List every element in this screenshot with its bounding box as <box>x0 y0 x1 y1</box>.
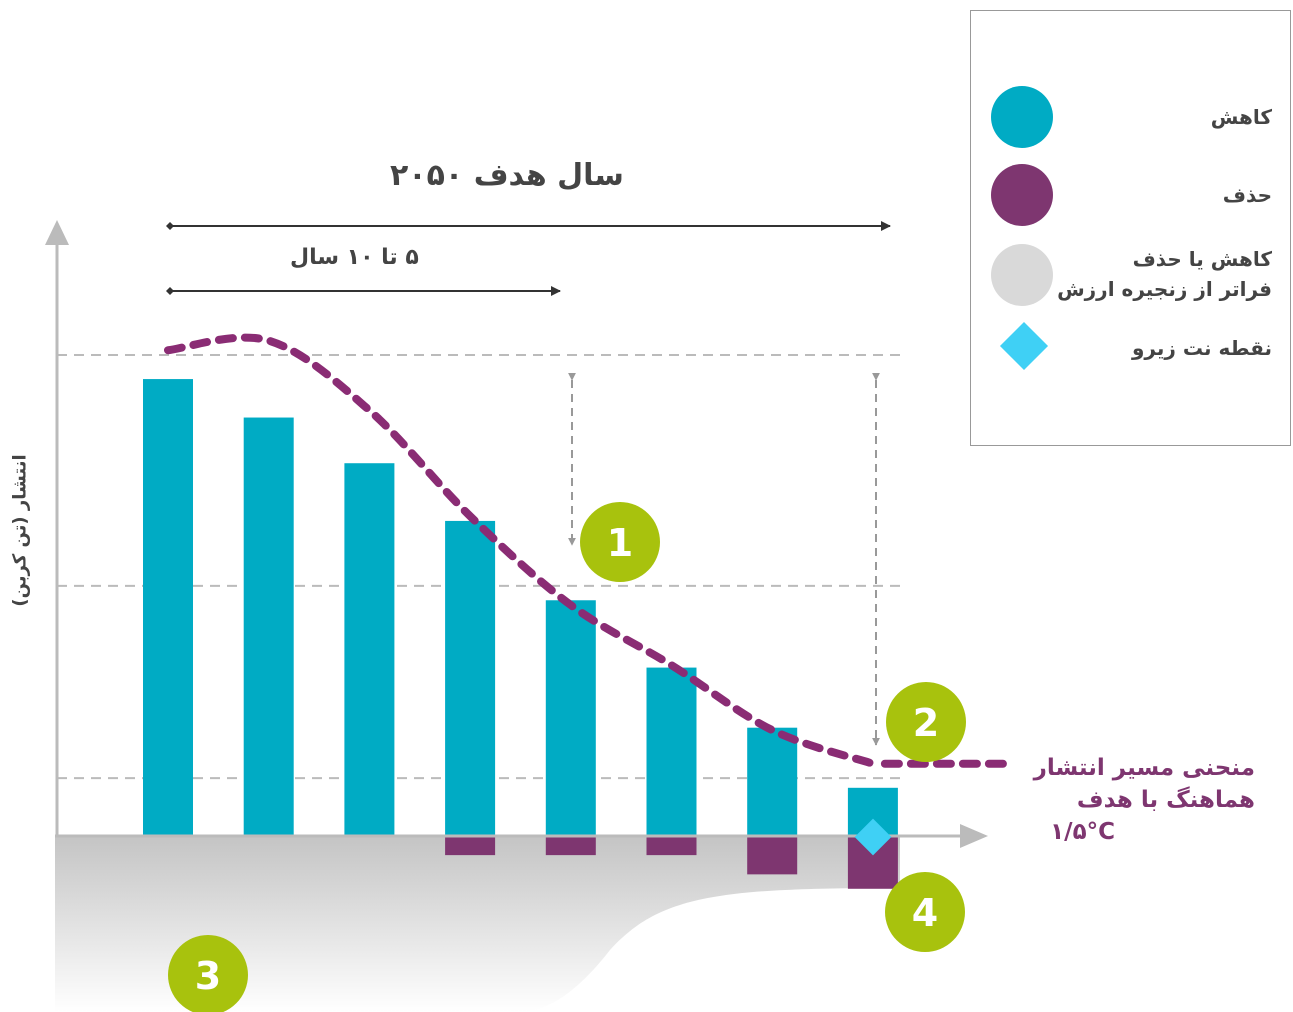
legend-line: فراتر از زنجیره ارزش <box>1057 277 1272 301</box>
bar <box>646 835 697 856</box>
legend-swatch <box>991 86 1053 148</box>
bar <box>143 379 193 836</box>
legend-label: نقطه نت زیرو <box>1131 336 1272 360</box>
legend-item: کاهش <box>971 86 1292 156</box>
bar <box>445 835 496 856</box>
bar <box>344 463 395 836</box>
bar <box>545 835 596 856</box>
annotation-badge <box>168 935 248 1012</box>
bar <box>545 600 596 836</box>
legend-swatch <box>999 321 1049 371</box>
bar <box>747 835 798 875</box>
legend-label: کاهش <box>1210 105 1272 129</box>
legend-item: حذف <box>971 164 1292 234</box>
chart-title: سال هدف ۲۰۵۰ <box>390 158 624 193</box>
annotation-badge <box>580 502 660 582</box>
y-axis-arrow <box>45 220 69 245</box>
bar <box>747 727 798 836</box>
y-axis-label: انتشار (تن کربن) <box>9 454 31 607</box>
beyond-value-chain-area <box>55 836 900 1012</box>
legend-swatch <box>991 244 1053 306</box>
annotation-number: 4 <box>912 891 938 935</box>
x-axis-arrow <box>960 824 988 848</box>
bar <box>243 417 294 836</box>
net-zero-point <box>854 818 892 856</box>
annotation-badge <box>885 872 965 952</box>
curve-label: منحنی مسیر انتشار هماهنگ با هدف ۱/۵°C <box>1034 752 1255 848</box>
legend-swatch <box>991 164 1053 226</box>
emission-curve <box>164 333 877 768</box>
annotation-number: 2 <box>913 701 939 745</box>
bar <box>445 520 496 836</box>
legend: کاهش حذف کاهش یا حذف فراتر از زنجیره ارزش… <box>970 10 1291 446</box>
curve-label-line: هماهنگ با هدف <box>1076 787 1255 813</box>
annotation-number: 3 <box>195 954 221 998</box>
curve-label-line: ۱/۵°C <box>1050 819 1115 845</box>
legend-item: نقطه نت زیرو <box>971 317 1292 387</box>
legend-line: کاهش یا حذف <box>1132 247 1272 271</box>
chart-subtitle: ۵ تا ۱۰ سال <box>290 245 419 270</box>
annotation-number: 1 <box>607 521 633 565</box>
legend-label: کاهش یا حذف فراتر از زنجیره ارزش <box>1057 244 1272 304</box>
legend-label: حذف <box>1222 183 1272 207</box>
bar <box>646 667 697 836</box>
annotation-badge <box>886 682 966 762</box>
legend-item: کاهش یا حذف فراتر از زنجیره ارزش <box>971 244 1292 314</box>
curve-label-line: منحنی مسیر انتشار <box>1033 755 1255 781</box>
